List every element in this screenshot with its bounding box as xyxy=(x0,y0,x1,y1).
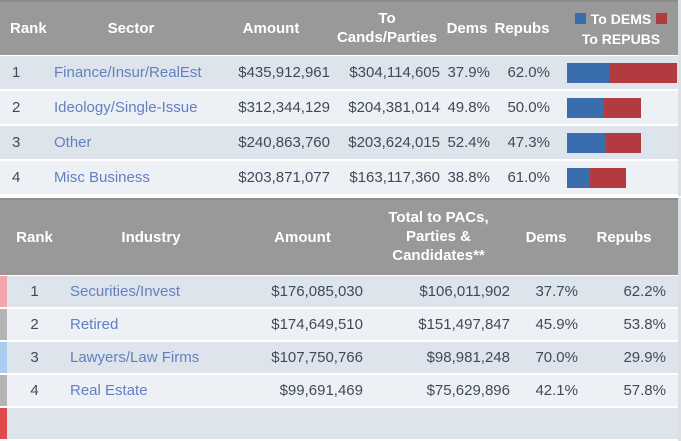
sector-rank: 4 xyxy=(12,169,21,186)
sector-to-cands: $203,624,015 xyxy=(348,134,440,151)
bar-dems xyxy=(567,132,606,153)
industry-table: Rank Industry Amount Total to PACs, Part… xyxy=(0,198,681,441)
header-sector: Sector xyxy=(107,20,155,37)
sector-table: Rank Sector Amount To Cands/Parties Dems… xyxy=(0,0,681,196)
party-split-bar xyxy=(567,62,678,83)
industry-total: $151,497,847 xyxy=(418,316,510,333)
industry-repubs-pct: 29.9% xyxy=(623,349,666,366)
bar-repubs xyxy=(604,97,641,118)
header-industry: Industry xyxy=(121,229,181,246)
industry-rank: 3 xyxy=(30,349,39,366)
industry-link[interactable]: Securities/Invest xyxy=(70,283,181,300)
industry-amount: $174,649,510 xyxy=(271,316,363,333)
sector-repubs-pct: 47.3% xyxy=(507,134,550,151)
sector-to-cands: $304,114,605 xyxy=(349,64,440,81)
bar-dems xyxy=(567,97,604,118)
bar-dems xyxy=(567,62,609,83)
industry-dems-pct: 45.9% xyxy=(535,316,578,333)
sector-amount: $312,344,129 xyxy=(238,99,330,116)
legend-dems-label: To DEMS xyxy=(590,10,652,27)
industry-row: 2 Retired $174,649,510 $151,497,847 45.9… xyxy=(0,309,678,342)
sector-repubs-pct: 62.0% xyxy=(507,64,550,81)
dem-color-swatch-icon xyxy=(574,13,586,24)
sector-link[interactable]: Misc Business xyxy=(54,169,150,186)
industry-total: $98,981,248 xyxy=(426,349,510,366)
bar-repubs xyxy=(590,167,626,188)
sector-row: 2 Ideology/Single-Issue $312,344,129 $20… xyxy=(0,91,678,126)
partisan-lean-strip xyxy=(0,375,7,406)
industry-link[interactable]: Lawyers/Law Firms xyxy=(70,349,200,366)
bar-repubs xyxy=(609,62,677,83)
industry-link[interactable]: Real Estate xyxy=(70,382,148,399)
industry-link[interactable]: Retired xyxy=(70,316,119,333)
party-color-legend: To DEMS To REPUBS xyxy=(564,9,678,49)
industry-row-partial xyxy=(0,408,678,441)
industry-row: 1 Securities/Invest $176,085,030 $106,01… xyxy=(0,276,678,309)
header-dems: Dems xyxy=(525,229,567,246)
header-repubs: Repubs xyxy=(596,229,652,246)
legend-repubs-label: To REPUBS xyxy=(581,30,661,47)
repub-color-swatch-icon xyxy=(656,13,668,24)
party-split-bar xyxy=(567,167,678,188)
sector-rank: 3 xyxy=(12,134,21,151)
industry-row: 4 Real Estate $99,691,469 $75,629,896 42… xyxy=(0,375,678,408)
table-divider xyxy=(0,196,681,198)
party-split-bar xyxy=(567,97,678,118)
sector-amount: $435,912,961 xyxy=(238,64,330,81)
sector-row: 1 Finance/Insur/RealEst $435,912,961 $30… xyxy=(0,56,678,91)
industry-total: $75,629,896 xyxy=(426,382,510,399)
header-repubs: Repubs xyxy=(494,20,550,37)
industry-repubs-pct: 53.8% xyxy=(623,316,666,333)
industry-amount: $176,085,030 xyxy=(271,283,363,300)
industry-dems-pct: 42.1% xyxy=(535,382,578,399)
industry-repubs-pct: 57.8% xyxy=(623,382,666,399)
sector-amount: $203,871,077 xyxy=(238,169,330,186)
partisan-lean-strip xyxy=(0,309,7,340)
sector-link[interactable]: Other xyxy=(54,134,92,151)
industry-table-header: Rank Industry Amount Total to PACs, Part… xyxy=(0,198,678,276)
bar-dems xyxy=(567,167,590,188)
industry-rank: 4 xyxy=(30,382,39,399)
industry-amount: $107,750,766 xyxy=(271,349,363,366)
sector-rank: 1 xyxy=(12,64,21,81)
header-rank: Rank xyxy=(10,20,47,37)
header-total-to-pacs: Total to PACs, Parties & Candidates** xyxy=(388,209,489,264)
sector-repubs-pct: 61.0% xyxy=(507,169,550,186)
industry-total: $106,011,902 xyxy=(419,283,510,300)
industry-dems-pct: 37.7% xyxy=(535,283,578,300)
sector-row: 3 Other $240,863,760 $203,624,015 52.4% … xyxy=(0,126,678,161)
sector-to-cands: $204,381,014 xyxy=(348,99,440,116)
industry-rank: 1 xyxy=(30,283,39,300)
sector-rank: 2 xyxy=(12,99,21,116)
industry-dems-pct: 70.0% xyxy=(535,349,578,366)
industry-rank: 2 xyxy=(30,316,39,333)
industry-row: 3 Lawyers/Law Firms $107,750,766 $98,981… xyxy=(0,342,678,375)
sector-amount: $240,863,760 xyxy=(238,134,330,151)
bar-repubs xyxy=(606,132,641,153)
industry-repubs-pct: 62.2% xyxy=(623,283,666,300)
sector-to-cands: $163,117,360 xyxy=(349,169,440,186)
sector-link[interactable]: Ideology/Single-Issue xyxy=(54,99,198,116)
header-dems: Dems xyxy=(446,20,488,37)
partisan-lean-strip xyxy=(0,276,7,307)
header-amount: Amount xyxy=(242,20,300,37)
sector-dems-pct: 37.9% xyxy=(447,64,490,81)
sector-row: 4 Misc Business $203,871,077 $163,117,36… xyxy=(0,161,678,196)
party-split-bar xyxy=(567,132,678,153)
header-amount: Amount xyxy=(274,229,331,246)
sector-dems-pct: 49.8% xyxy=(447,99,490,116)
sector-table-header: Rank Sector Amount To Cands/Parties Dems… xyxy=(0,0,678,56)
partisan-lean-strip xyxy=(0,342,7,373)
sector-dems-pct: 52.4% xyxy=(447,134,490,151)
sector-repubs-pct: 50.0% xyxy=(507,99,550,116)
industry-amount: $99,691,469 xyxy=(279,382,363,399)
next-row-strip xyxy=(0,408,7,439)
header-rank: Rank xyxy=(16,229,53,246)
sector-dems-pct: 38.8% xyxy=(447,169,490,186)
header-to-cands-parties: To Cands/Parties xyxy=(336,9,438,46)
sector-link[interactable]: Finance/Insur/RealEst xyxy=(54,64,202,81)
